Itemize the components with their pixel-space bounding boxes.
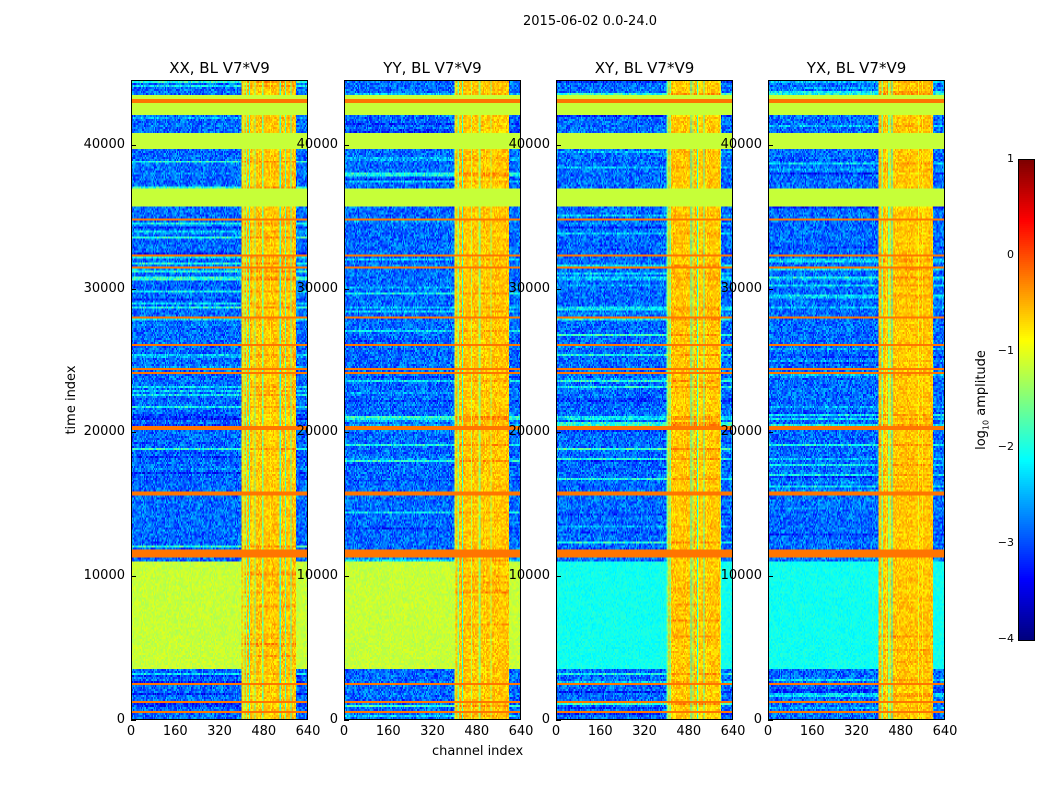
x-tick-label: 320 — [844, 724, 869, 739]
x-tick-label: 160 — [799, 724, 825, 739]
x-tick-label: 160 — [162, 724, 188, 739]
y-tick-label: 40000 — [83, 136, 125, 152]
colorbar-tick-label: −2 — [997, 440, 1014, 453]
panel-title: XX, BL V7*V9 — [169, 59, 270, 77]
colorbar-tick-label: 1 — [1007, 152, 1014, 165]
x-tick-label: 320 — [632, 724, 657, 739]
y-tick-mark — [131, 576, 136, 578]
x-tick-label: 640 — [932, 724, 958, 739]
y-tick-mark — [768, 288, 773, 290]
y-tick-mark — [768, 144, 773, 146]
colorbar-label: log10 amplitude — [974, 350, 991, 450]
y-tick-label: 40000 — [508, 136, 550, 152]
y-tick-mark — [768, 576, 773, 578]
x-tick-label: 0 — [126, 724, 136, 739]
y-tick-mark — [556, 144, 561, 146]
x-tick-label: 640 — [508, 724, 534, 739]
y-tick-mark — [768, 720, 773, 721]
panel-title: YX, BL V7*V9 — [806, 59, 907, 77]
panel-title: XY, BL V7*V9 — [594, 59, 695, 77]
x-tick-label: 640 — [295, 724, 321, 739]
x-tick-label: 320 — [420, 724, 445, 739]
x-tick-label: 320 — [207, 724, 232, 739]
colorbar — [1018, 159, 1035, 641]
colorbar-tick-label: 0 — [1007, 248, 1014, 261]
x-tick-label: 480 — [251, 724, 277, 739]
heatmap-panel-3 — [768, 80, 945, 720]
colorbar-tick-label: −4 — [997, 632, 1014, 645]
heatmap-image — [769, 81, 944, 719]
y-tick-mark — [131, 144, 136, 146]
x-tick-label: 640 — [720, 724, 746, 739]
y-tick-label: 30000 — [720, 280, 762, 296]
y-tick-label: 20000 — [720, 424, 762, 440]
heatmap-panel-0 — [131, 80, 308, 720]
y-tick-label: 30000 — [296, 280, 338, 296]
y-tick-label: 10000 — [296, 568, 338, 584]
heatmap-panel-2 — [556, 80, 733, 720]
y-tick-mark — [344, 720, 349, 721]
y-tick-label: 20000 — [296, 424, 338, 440]
y-axis-label: time index — [64, 365, 79, 435]
y-tick-label: 40000 — [720, 136, 762, 152]
x-tick-label: 160 — [375, 724, 401, 739]
y-tick-label: 0 — [116, 712, 125, 727]
y-tick-label: 30000 — [83, 280, 125, 296]
colorbar-tick-label: −1 — [997, 344, 1014, 357]
y-tick-label: 0 — [329, 712, 338, 727]
figure-title: 2015-06-02 0.0-24.0 — [523, 14, 657, 29]
y-tick-label: 10000 — [508, 568, 550, 584]
y-tick-mark — [131, 432, 136, 434]
heatmap-panel-1 — [344, 80, 521, 720]
y-tick-mark — [344, 288, 349, 290]
y-tick-mark — [556, 432, 561, 434]
y-tick-mark — [768, 432, 773, 434]
x-tick-label: 480 — [888, 724, 914, 739]
x-tick-label: 0 — [551, 724, 561, 739]
heatmap-image — [557, 81, 732, 719]
y-tick-label: 10000 — [720, 568, 762, 584]
y-tick-label: 40000 — [296, 136, 338, 152]
y-tick-mark — [556, 576, 561, 578]
y-tick-mark — [344, 576, 349, 578]
y-tick-label: 0 — [753, 712, 762, 727]
heatmap-image — [345, 81, 520, 719]
x-axis-label: channel index — [432, 744, 524, 759]
y-tick-mark — [131, 720, 136, 721]
x-tick-label: 0 — [339, 724, 349, 739]
heatmap-image — [132, 81, 307, 719]
y-tick-label: 30000 — [508, 280, 550, 296]
colorbar-tick-label: −3 — [997, 536, 1014, 549]
y-tick-label: 20000 — [508, 424, 550, 440]
y-tick-label: 10000 — [83, 568, 125, 584]
y-tick-mark — [131, 288, 136, 290]
y-tick-label: 0 — [541, 712, 550, 727]
y-tick-mark — [556, 720, 561, 721]
x-tick-label: 160 — [587, 724, 613, 739]
x-tick-label: 480 — [676, 724, 702, 739]
panel-title: YY, BL V7*V9 — [383, 59, 482, 77]
x-tick-label: 480 — [464, 724, 490, 739]
y-tick-mark — [344, 144, 349, 146]
y-tick-mark — [556, 288, 561, 290]
y-tick-label: 20000 — [83, 424, 125, 440]
y-tick-mark — [344, 432, 349, 434]
x-tick-label: 0 — [763, 724, 773, 739]
